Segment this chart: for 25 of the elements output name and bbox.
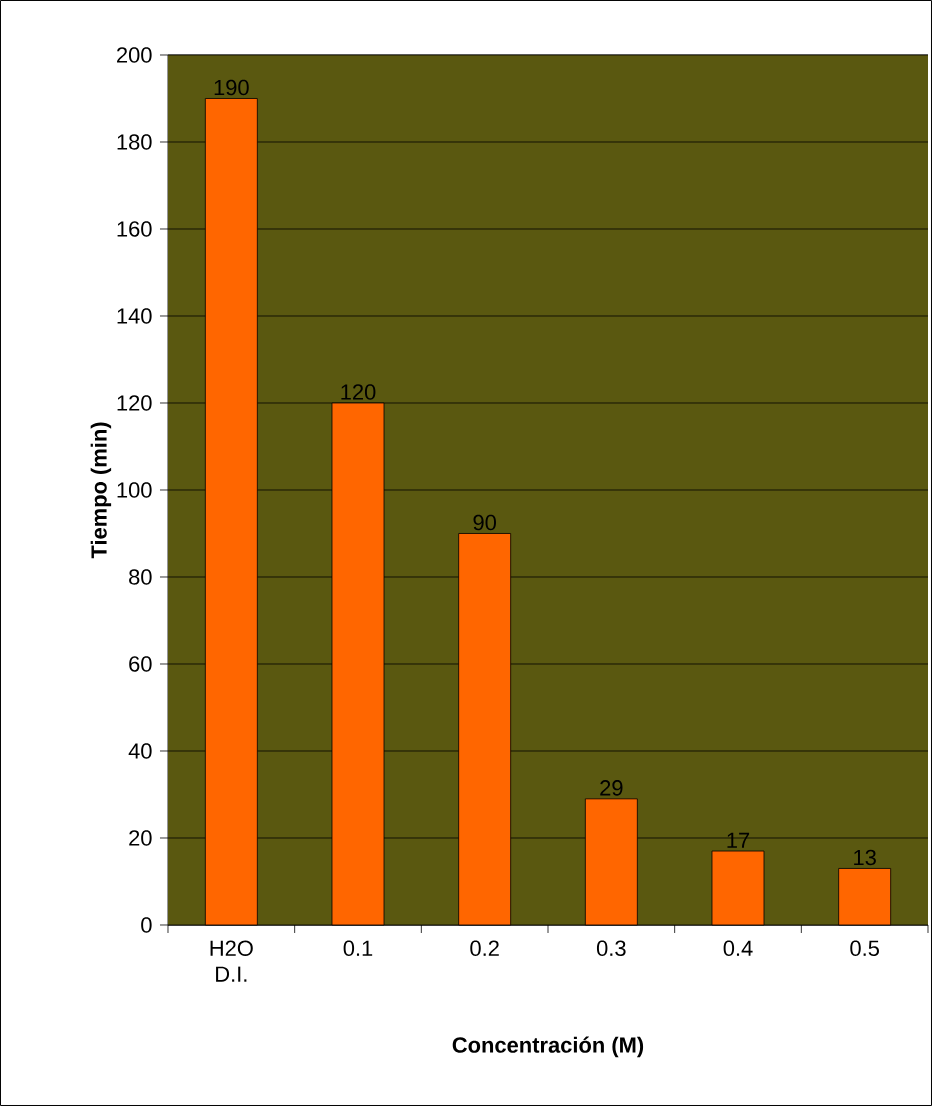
data-label: 17 <box>727 832 750 848</box>
x-tick-label: 0.3 <box>596 940 626 957</box>
y-tick-label: 40 <box>128 743 152 759</box>
x-tick-label: H2O D.I. <box>210 940 253 982</box>
x-tick-label: 0.5 <box>850 940 879 957</box>
y-tick-label: 60 <box>129 656 152 672</box>
data-label: 29 <box>600 780 623 796</box>
x-axis-title: Concentración (M) <box>452 1036 644 1058</box>
y-tick-label: 200 <box>117 47 152 63</box>
y-tick-label: 0 <box>141 917 152 933</box>
y-tick-label: 120 <box>117 395 152 411</box>
x-tick-label: 0.1 <box>343 940 373 957</box>
y-tick-label: 160 <box>117 221 152 237</box>
x-tick-label: 0.2 <box>470 940 499 957</box>
data-label: 120 <box>341 384 376 400</box>
y-tick-label: 80 <box>129 569 152 585</box>
y-axis-title: Tiempo (min) <box>90 422 112 559</box>
data-label: 13 <box>854 849 876 866</box>
data-label: 90 <box>473 514 496 531</box>
y-tick-label: 20 <box>129 830 152 846</box>
y-tick-label: 100 <box>117 482 152 498</box>
y-tick-label: 140 <box>117 308 152 324</box>
x-tick-label: 0.4 <box>723 940 753 957</box>
y-tick-label: 180 <box>117 134 152 150</box>
data-label: 190 <box>214 79 249 96</box>
